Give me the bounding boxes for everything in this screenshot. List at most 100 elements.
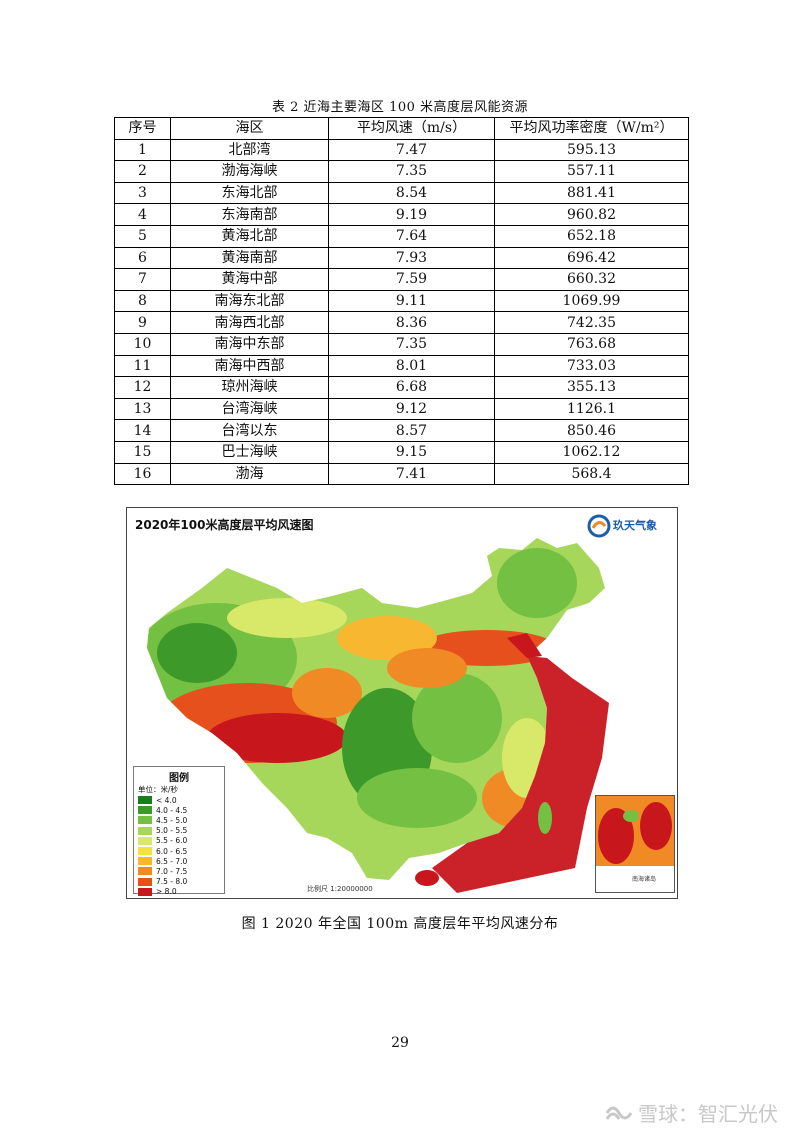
cell-power-density: 881.41 — [494, 181, 689, 205]
legend-item: 4.5 - 5.0 — [138, 815, 224, 825]
figure-caption: 图 1 2020 年全国 100m 高度层年平均风速分布 — [241, 916, 559, 932]
cell-sea-area: 南海西北部 — [170, 311, 329, 334]
legend-swatch — [138, 826, 152, 835]
cell-index: 11 — [114, 354, 171, 378]
cell-sea-area: 黄海南部 — [170, 246, 329, 270]
cell-power-density: 568.4 — [494, 462, 689, 486]
legend-swatch — [138, 887, 152, 896]
cell-sea-area: 南海中西部 — [170, 354, 329, 378]
cell-index: 4 — [114, 203, 171, 226]
legend-label: 5.5 - 6.0 — [156, 836, 188, 846]
legend-item: 5.5 - 6.0 — [138, 836, 224, 846]
map-scale: 比例尺 1:20000000 — [307, 885, 373, 893]
watermark: 雪球：智汇光伏 — [604, 1098, 778, 1127]
cell-avg-speed: 8.01 — [328, 354, 495, 378]
table-caption: 表 2 近海主要海区 100 米高度层风能资源 — [271, 100, 529, 115]
cell-avg-speed: 7.59 — [328, 268, 495, 291]
legend-label: 6.5 - 7.0 — [156, 856, 188, 866]
table-row: 5 黄海北部 7.64 652.18 — [114, 224, 689, 248]
table-row: 7 黄海中部 7.59 660.32 — [114, 268, 689, 291]
cell-index: 6 — [114, 246, 171, 270]
table-row: 3 东海北部 8.54 881.41 — [114, 181, 689, 205]
cell-index: 8 — [114, 289, 171, 313]
cell-power-density: 742.35 — [494, 311, 689, 334]
cell-avg-speed: 7.35 — [328, 160, 495, 183]
cell-index: 14 — [114, 419, 171, 442]
cell-sea-area: 台湾以东 — [170, 419, 329, 442]
cell-sea-area: 渤海 — [170, 462, 329, 486]
cell-index: 16 — [114, 462, 171, 486]
legend-label: 7.0 - 7.5 — [156, 866, 188, 876]
table-row: 4 东海南部 9.19 960.82 — [114, 203, 689, 226]
wind-speed-map-figure: 2020年100米高度层平均风速图 玖天气象 — [126, 507, 678, 899]
cell-index: 7 — [114, 268, 171, 291]
cell-power-density: 1069.99 — [494, 289, 689, 313]
logo-swirl-icon — [587, 514, 611, 538]
table-header-row: 序号 海区 平均风速（m/s） 平均风功率密度（W/m²） — [114, 117, 689, 140]
inset-map — [596, 796, 674, 892]
map-legend: 图例 单位：米/秒 < 4.0 4.0 - 4.5 4.5 - 5.0 5.0 - 5… — [133, 766, 225, 897]
cell-index: 15 — [114, 440, 171, 464]
cell-power-density: 696.42 — [494, 246, 689, 270]
cell-power-density: 660.32 — [494, 268, 689, 291]
cell-power-density: 557.11 — [494, 160, 689, 183]
legend-item: 4.0 - 4.5 — [138, 805, 224, 815]
legend-swatch — [138, 796, 152, 805]
offshore-high-wind-zone — [432, 656, 609, 893]
legend-item: > 8.0 — [138, 887, 224, 897]
cell-avg-speed: 7.47 — [328, 138, 495, 162]
cell-index: 9 — [114, 311, 171, 334]
cell-avg-speed: 9.15 — [328, 440, 495, 464]
cell-sea-area: 东海北部 — [170, 181, 329, 205]
cell-avg-speed: 8.57 — [328, 419, 495, 442]
wind-resource-table: 序号 海区 平均风速（m/s） 平均风功率密度（W/m²） 1 北部湾 7.47 59… — [114, 117, 689, 486]
cell-index: 2 — [114, 160, 171, 183]
cell-sea-area: 黄海中部 — [170, 268, 329, 291]
weather-logo: 玖天气象 — [587, 514, 665, 540]
table-row: 10 南海中东部 7.35 763.68 — [114, 332, 689, 356]
cell-avg-speed: 8.54 — [328, 181, 495, 205]
cell-avg-speed: 6.68 — [328, 376, 495, 399]
cell-sea-area: 北部湾 — [170, 138, 329, 162]
legend-item: 7.0 - 7.5 — [138, 866, 224, 876]
cell-avg-speed: 7.41 — [328, 462, 495, 486]
cell-power-density: 960.82 — [494, 203, 689, 226]
cell-avg-speed: 9.11 — [328, 289, 495, 313]
legend-swatch — [138, 857, 152, 866]
table-row: 1 北部湾 7.47 595.13 — [114, 138, 689, 162]
table-row: 6 黄海南部 7.93 696.42 — [114, 246, 689, 270]
legend-label: 4.5 - 5.0 — [156, 815, 188, 825]
cell-power-density: 1126.1 — [494, 397, 689, 421]
legend-swatch — [138, 806, 152, 815]
cell-avg-speed: 7.64 — [328, 224, 495, 248]
legend-label: 7.5 - 8.0 — [156, 877, 188, 887]
taiwan-island — [538, 802, 552, 834]
cell-power-density: 763.68 — [494, 332, 689, 356]
legend-swatch — [138, 816, 152, 825]
logo-text: 玖天气象 — [613, 519, 657, 532]
table-row: 14 台湾以东 8.57 850.46 — [114, 419, 689, 442]
legend-item: 6.0 - 6.5 — [138, 846, 224, 856]
legend-label: 6.0 - 6.5 — [156, 846, 188, 856]
legend-label: < 4.0 — [156, 795, 177, 805]
watermark-text: 雪球：智汇光伏 — [638, 1102, 778, 1126]
cell-sea-area: 黄海北部 — [170, 224, 329, 248]
cell-power-density: 850.46 — [494, 419, 689, 442]
legend-item: 6.5 - 7.0 — [138, 856, 224, 866]
cell-sea-area: 渤海海峡 — [170, 160, 329, 183]
cell-sea-area: 巴士海峡 — [170, 440, 329, 464]
cell-index: 12 — [114, 376, 171, 399]
cell-sea-area: 南海东北部 — [170, 289, 329, 313]
legend-swatch — [138, 867, 152, 876]
cell-index: 1 — [114, 138, 171, 162]
table-row: 13 台湾海峡 9.12 1126.1 — [114, 397, 689, 421]
legend-item: < 4.0 — [138, 795, 224, 805]
cell-index: 5 — [114, 224, 171, 248]
table-row: 2 渤海海峡 7.35 557.11 — [114, 160, 689, 183]
inset-label: 南海诸岛 — [632, 876, 657, 883]
table-row: 12 琼州海峡 6.68 355.13 — [114, 376, 689, 399]
header-sea-area: 海区 — [170, 117, 329, 140]
bohai-high-wind — [507, 633, 542, 658]
legend-title: 图例 — [169, 773, 189, 784]
cell-avg-speed: 9.12 — [328, 397, 495, 421]
